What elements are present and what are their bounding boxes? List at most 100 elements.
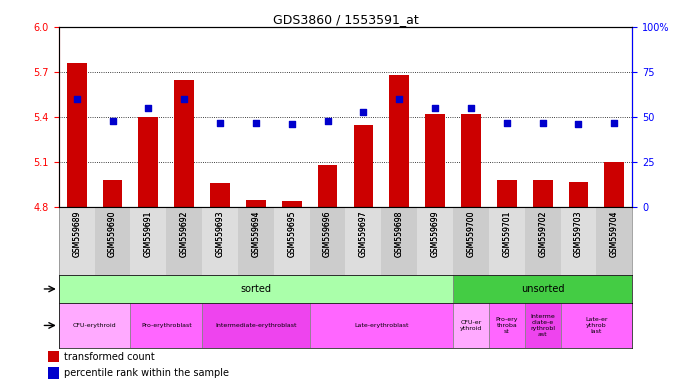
Text: GSM559694: GSM559694 xyxy=(252,211,261,257)
Bar xyxy=(560,207,596,275)
Point xyxy=(286,121,297,127)
Text: GSM559692: GSM559692 xyxy=(180,211,189,257)
Text: GSM559690: GSM559690 xyxy=(108,211,117,257)
Text: GSM559700: GSM559700 xyxy=(466,211,475,257)
Point xyxy=(358,109,369,115)
Point xyxy=(430,105,441,111)
Text: GSM559694: GSM559694 xyxy=(252,211,261,257)
Text: Pro-erythroblast: Pro-erythroblast xyxy=(141,323,191,328)
Text: GSM559689: GSM559689 xyxy=(72,211,81,257)
Point xyxy=(322,118,333,124)
Bar xyxy=(489,207,524,275)
Bar xyxy=(131,303,202,348)
Bar xyxy=(48,367,59,379)
Text: GSM559692: GSM559692 xyxy=(180,211,189,257)
Text: GSM559703: GSM559703 xyxy=(574,211,583,257)
Point xyxy=(573,121,584,127)
Bar xyxy=(167,207,202,275)
Bar xyxy=(560,303,632,348)
Bar xyxy=(417,207,453,275)
Bar xyxy=(354,125,373,207)
Text: GSM559701: GSM559701 xyxy=(502,211,511,257)
Bar xyxy=(238,207,274,275)
Text: GSM559702: GSM559702 xyxy=(538,211,547,257)
Bar xyxy=(274,207,310,275)
Bar xyxy=(605,162,624,207)
Text: GSM559695: GSM559695 xyxy=(287,211,296,257)
Bar xyxy=(202,207,238,275)
Point xyxy=(143,105,154,111)
Text: unsorted: unsorted xyxy=(521,284,565,294)
Bar xyxy=(381,207,417,275)
Text: GSM559703: GSM559703 xyxy=(574,211,583,257)
Bar xyxy=(202,303,310,348)
Bar xyxy=(346,207,381,275)
Text: Late-er
ythrob
last: Late-er ythrob last xyxy=(585,317,607,334)
Text: GSM559702: GSM559702 xyxy=(538,211,547,257)
Text: GSM559704: GSM559704 xyxy=(610,211,619,257)
Bar xyxy=(489,303,524,348)
Bar xyxy=(67,63,86,207)
Bar xyxy=(524,207,560,275)
Bar xyxy=(425,114,445,207)
Bar xyxy=(596,207,632,275)
Text: GSM559698: GSM559698 xyxy=(395,211,404,257)
Bar xyxy=(453,275,632,303)
Point xyxy=(466,105,477,111)
Bar xyxy=(453,303,489,348)
Bar xyxy=(524,303,560,348)
Bar xyxy=(282,201,301,207)
Bar xyxy=(59,275,453,303)
Bar xyxy=(310,303,453,348)
Text: GSM559699: GSM559699 xyxy=(430,211,439,257)
Text: GSM559704: GSM559704 xyxy=(610,211,619,257)
Point xyxy=(179,96,190,102)
Text: GSM559699: GSM559699 xyxy=(430,211,439,257)
Text: GSM559697: GSM559697 xyxy=(359,211,368,257)
Bar xyxy=(95,207,131,275)
Bar xyxy=(497,180,517,207)
Bar xyxy=(569,182,588,207)
Bar xyxy=(59,303,131,348)
Text: CFU-erythroid: CFU-erythroid xyxy=(73,323,116,328)
Bar xyxy=(48,351,59,362)
Point xyxy=(501,119,512,126)
Bar xyxy=(390,75,409,207)
Text: GSM559696: GSM559696 xyxy=(323,211,332,257)
Text: GSM559698: GSM559698 xyxy=(395,211,404,257)
Bar xyxy=(533,180,553,207)
Text: GSM559691: GSM559691 xyxy=(144,211,153,257)
Text: GSM559689: GSM559689 xyxy=(72,211,81,257)
Bar xyxy=(103,180,122,207)
Text: GSM559690: GSM559690 xyxy=(108,211,117,257)
Text: GSM559695: GSM559695 xyxy=(287,211,296,257)
Bar xyxy=(461,114,481,207)
Bar xyxy=(131,207,167,275)
Text: GSM559693: GSM559693 xyxy=(216,211,225,257)
Point xyxy=(107,118,118,124)
Bar xyxy=(453,207,489,275)
Text: transformed count: transformed count xyxy=(64,352,154,362)
Text: Intermediate-erythroblast: Intermediate-erythroblast xyxy=(215,323,296,328)
Bar xyxy=(310,207,346,275)
Text: GSM559701: GSM559701 xyxy=(502,211,511,257)
Bar xyxy=(246,200,266,207)
Text: GSM559700: GSM559700 xyxy=(466,211,475,257)
Bar xyxy=(318,165,337,207)
Bar xyxy=(174,79,194,207)
Point xyxy=(609,119,620,126)
Text: Pro-ery
throba
st: Pro-ery throba st xyxy=(495,317,518,334)
Point xyxy=(537,119,548,126)
Bar xyxy=(138,117,158,207)
Text: GSM559697: GSM559697 xyxy=(359,211,368,257)
Point xyxy=(214,119,225,126)
Text: GSM559696: GSM559696 xyxy=(323,211,332,257)
Title: GDS3860 / 1553591_at: GDS3860 / 1553591_at xyxy=(273,13,418,26)
Text: GSM559693: GSM559693 xyxy=(216,211,225,257)
Text: CFU-er
ythroid: CFU-er ythroid xyxy=(460,320,482,331)
Bar xyxy=(210,183,230,207)
Text: GSM559691: GSM559691 xyxy=(144,211,153,257)
Text: percentile rank within the sample: percentile rank within the sample xyxy=(64,368,229,378)
Text: Late-erythroblast: Late-erythroblast xyxy=(354,323,408,328)
Point xyxy=(394,96,405,102)
